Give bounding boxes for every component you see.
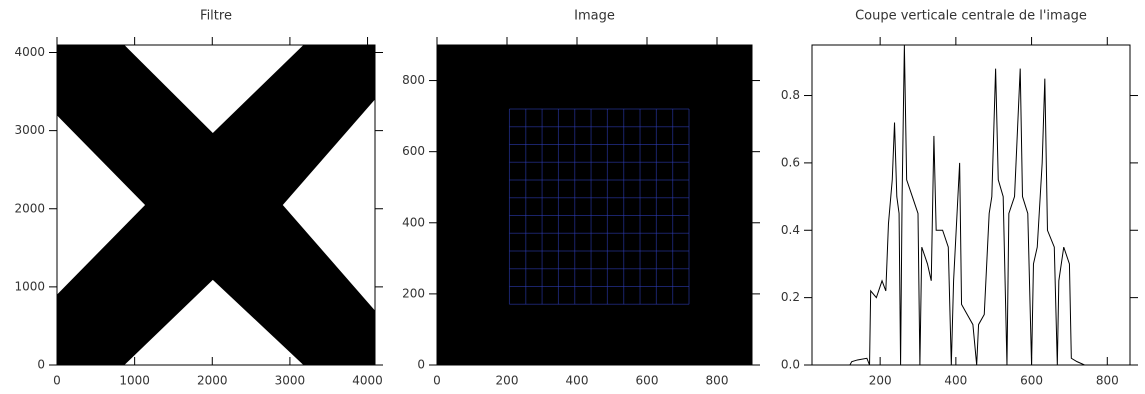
y-tick-label: 4000 (14, 45, 45, 59)
y-tick-label: 600 (402, 144, 425, 158)
x-tick-label: 4000 (352, 374, 383, 388)
filter-gap (124, 45, 304, 133)
filter-gap (57, 115, 146, 295)
x-tick-label: 0 (53, 374, 61, 388)
x-tick-label: 600 (1020, 374, 1043, 388)
y-tick-label: 800 (402, 73, 425, 87)
x-tick-label: 3000 (275, 374, 306, 388)
x-tick-label: 200 (496, 374, 519, 388)
panel-title: Filtre (200, 9, 232, 24)
y-tick-label: 1000 (14, 279, 45, 293)
y-tick-label: 400 (402, 215, 425, 229)
x-tick-label: 200 (869, 374, 892, 388)
y-tick-label: 0 (37, 358, 45, 372)
y-tick-label: 0.0 (781, 358, 800, 372)
y-tick-label: 0.2 (781, 290, 800, 304)
x-tick-label: 800 (1096, 374, 1119, 388)
y-tick-label: 200 (402, 286, 425, 300)
filter-gap (124, 279, 304, 365)
x-tick-label: 0 (433, 374, 441, 388)
plot-frame (436, 44, 753, 366)
plot-frame (56, 44, 376, 366)
panel-title: Image (574, 9, 615, 24)
y-tick-label: 0.8 (781, 88, 800, 102)
y-tick-label: 0.4 (781, 223, 800, 237)
y-tick-label: 0 (417, 358, 425, 372)
y-tick-label: 2000 (14, 201, 45, 215)
image-background (437, 45, 752, 365)
x-tick-label: 600 (636, 374, 659, 388)
x-tick-label: 2000 (197, 374, 228, 388)
x-tick-label: 800 (706, 374, 729, 388)
profile-line (812, 44, 1130, 366)
y-tick-label: 0.6 (781, 155, 800, 169)
x-tick-label: 1000 (119, 374, 150, 388)
x-tick-label: 400 (566, 374, 589, 388)
filter-gap (282, 99, 375, 311)
plot-frame (811, 44, 1131, 366)
x-tick-label: 400 (944, 374, 967, 388)
y-tick-label: 3000 (14, 123, 45, 137)
panel-title: Coupe verticale centrale de l'image (855, 9, 1087, 24)
